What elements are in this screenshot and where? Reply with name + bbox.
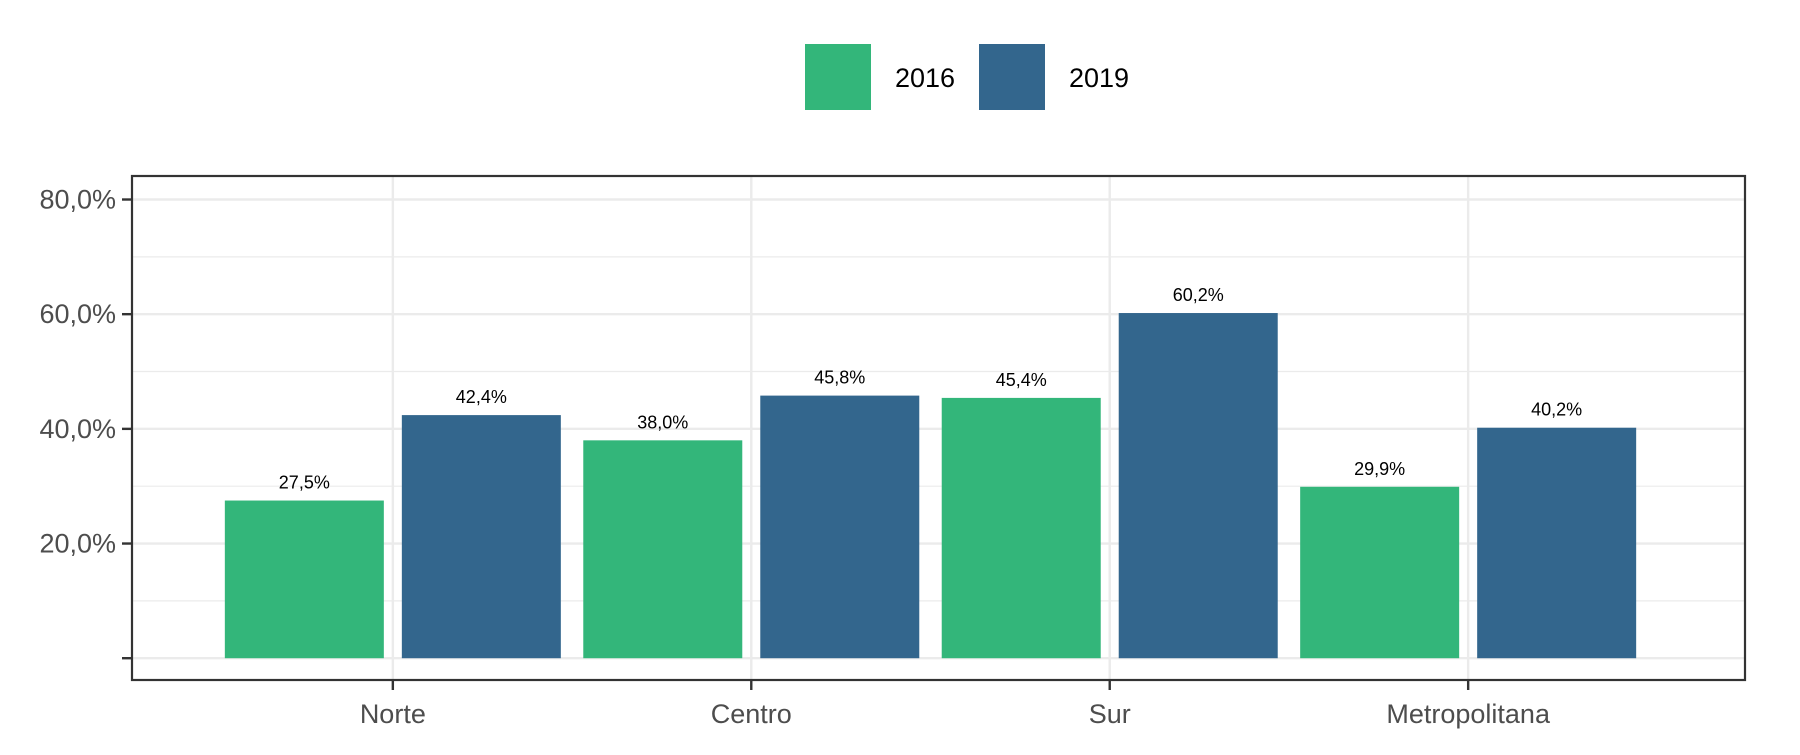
y-tick-label: 40,0% <box>39 414 116 444</box>
bar-2019-sur <box>1118 313 1278 659</box>
bars <box>224 313 1637 659</box>
bar-value-label: 40,2% <box>1531 400 1582 420</box>
x-axis: Norte Centro Sur Metropolitana <box>360 680 1551 729</box>
bar-2019-centro <box>760 395 920 659</box>
bar-value-label: 42,4% <box>456 387 507 407</box>
x-tick-label-centro: Centro <box>711 699 792 729</box>
major-gridlines <box>132 176 1745 680</box>
legend-key-2016 <box>805 44 871 110</box>
legend-key-2019 <box>979 44 1045 110</box>
x-tick-label-norte: Norte <box>360 699 426 729</box>
bar-value-label: 45,4% <box>996 370 1047 390</box>
x-tick-label-metropolitana: Metropolitana <box>1386 699 1551 729</box>
bar-2016-sur <box>941 397 1101 659</box>
bar-value-label: 27,5% <box>279 473 330 493</box>
bar-2016-metropolitana <box>1300 486 1460 659</box>
bar-2019-norte <box>401 415 561 659</box>
bar-2016-centro <box>583 440 743 659</box>
bar-value-label: 38,0% <box>637 412 688 432</box>
y-axis: 20,0% 40,0% 60,0% 80,0% <box>39 185 132 660</box>
bar-value-label: 60,2% <box>1173 285 1224 305</box>
x-tick-label-sur: Sur <box>1089 699 1131 729</box>
minor-gridlines <box>132 256 1745 602</box>
bar-value-label: 29,9% <box>1354 459 1405 479</box>
bar-2016-norte <box>224 500 384 659</box>
legend-label-2019: 2019 <box>1069 63 1129 93</box>
bar-value-label: 45,8% <box>814 368 865 388</box>
legend: 2016 2019 <box>805 44 1129 110</box>
legend-label-2016: 2016 <box>895 63 955 93</box>
bar-2019-metropolitana <box>1477 427 1637 659</box>
y-tick-label: 20,0% <box>39 529 116 559</box>
y-tick-label: 60,0% <box>39 299 116 329</box>
bar-value-labels: 27,5% 38,0% 45,4% 29,9% 42,4% 45,8% 60,2% 40,2% <box>279 285 1582 492</box>
y-tick-label: 80,0% <box>39 185 116 215</box>
